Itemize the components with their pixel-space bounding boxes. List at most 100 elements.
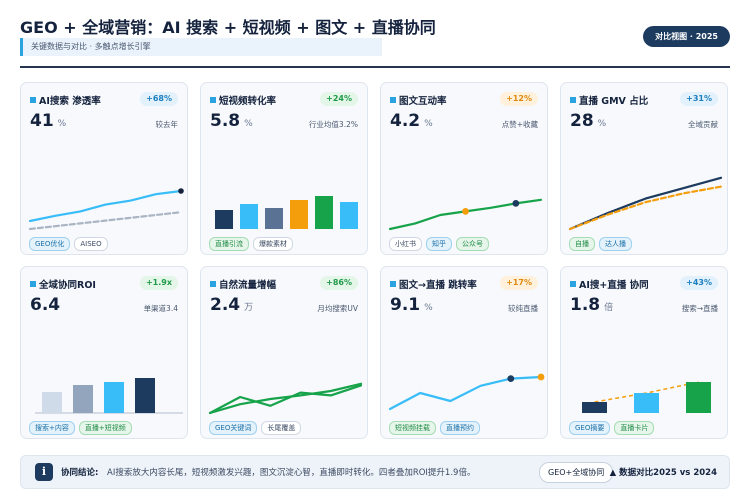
- card-marker: [30, 97, 36, 103]
- card-marker: [210, 281, 216, 287]
- series-line: [28, 211, 183, 231]
- card-value: 6.4: [30, 295, 64, 315]
- page-header: GEO + 全域营销：AI 搜索 + 短视频 + 图文 + 直播协同 关键数据与…: [20, 14, 732, 66]
- tag-chip[interactable]: 小红书: [389, 237, 422, 251]
- tag-chip[interactable]: 直播卡片: [614, 421, 655, 435]
- card-title: 短视频转化率: [219, 96, 277, 107]
- card-value: 4.2%: [390, 111, 433, 131]
- card-marker: [390, 97, 396, 103]
- end-point: [178, 188, 184, 194]
- card-marker: [30, 281, 36, 287]
- tag-row: GEO优化 AISEO: [29, 231, 112, 251]
- tag-row: 直播引流 爆款素材: [209, 231, 297, 251]
- metric-card[interactable]: 短视频转化率 +24% 5.8% 行业均值3.2% 直播引流 爆款素材: [200, 82, 368, 255]
- tag-chip[interactable]: 自播: [569, 237, 595, 251]
- tag-chip[interactable]: 直播+短视频: [78, 421, 132, 435]
- bar: [290, 200, 308, 229]
- mini-chart: [35, 378, 183, 414]
- bar: [582, 402, 607, 413]
- conclusion-bar: i 协同结论: AI搜索放大内容长尾，短视频激发兴趣，图文沉淀心智，直播即时转化…: [20, 455, 730, 489]
- card-note: 较去年: [155, 120, 179, 129]
- card-note: 较纯直播: [508, 304, 538, 313]
- tag-chip[interactable]: 长尾覆盖: [261, 421, 302, 435]
- tag-chip[interactable]: 直播引流: [209, 237, 249, 251]
- tag-row: 短视频挂载 直播预约: [389, 415, 484, 435]
- tag-row: GEO摘要 直播卡片: [569, 415, 658, 435]
- tag-chip[interactable]: 搜索+内容: [29, 421, 75, 435]
- series-line: [208, 384, 363, 415]
- tag-chip[interactable]: AISEO: [74, 237, 108, 251]
- card-value: 28%: [570, 111, 606, 131]
- data-point: [512, 200, 520, 207]
- series-line: [388, 375, 543, 411]
- value-number: 28: [570, 111, 594, 131]
- tag-chip[interactable]: 爆款素材: [253, 237, 293, 251]
- delta-badge: +17%: [500, 276, 538, 290]
- card-marker: [570, 281, 576, 287]
- card-value: 2.4 万: [210, 295, 253, 315]
- tag-chip[interactable]: 达人播: [599, 237, 632, 251]
- delta-badge: +31%: [680, 92, 718, 106]
- value-number: 6.4: [30, 295, 61, 315]
- value-number: 4.2: [390, 111, 421, 131]
- data-point: [507, 375, 515, 382]
- tag-chip[interactable]: 直播预约: [440, 421, 480, 435]
- card-title: AI搜索 渗透率: [39, 96, 101, 107]
- delta-badge: +1.9x: [139, 276, 178, 290]
- tag-chip[interactable]: 公众号: [456, 237, 489, 251]
- bar: [73, 385, 93, 413]
- bar: [42, 392, 62, 413]
- metric-card[interactable]: 直播 GMV 占比 +31% 28% 全域贡献 自播 达人播: [560, 82, 728, 255]
- bar: [340, 202, 358, 229]
- bar: [104, 382, 124, 413]
- page-title: GEO + 全域营销：AI 搜索 + 短视频 + 图文 + 直播协同: [20, 18, 436, 37]
- value-unit: %: [57, 119, 67, 129]
- series-line: [568, 185, 723, 231]
- value-number: 2.4: [210, 295, 241, 315]
- tag-chip[interactable]: 短视频挂载: [389, 421, 436, 435]
- value-number: 5.8: [210, 111, 241, 131]
- card-title: 全域协同ROI: [39, 280, 96, 291]
- card-title: 自然流量增幅: [219, 280, 277, 291]
- mini-chart: [568, 176, 723, 231]
- card-note: 行业均值3.2%: [308, 120, 358, 129]
- value-unit: %: [244, 119, 253, 129]
- card-marker: [390, 281, 396, 287]
- header-divider: [20, 66, 730, 68]
- metric-card[interactable]: 全域协同ROI +1.9x 6.4 单渠道3.4 搜索+内容 直播+短视频: [20, 266, 188, 439]
- series-line: [208, 382, 363, 415]
- metric-card[interactable]: AI搜索 渗透率 +68% 41% 较去年 GEO优化 AISEO: [20, 82, 188, 255]
- value-unit: %: [597, 119, 607, 129]
- mini-chart: [388, 198, 543, 231]
- metric-card[interactable]: 自然流量增幅 +86% 2.4 万 月均搜索UV GEO关键词 长尾覆盖: [200, 266, 368, 439]
- mini-chart: [208, 382, 363, 415]
- tag-chip[interactable]: 知乎: [426, 237, 452, 251]
- mini-chart: [582, 381, 711, 413]
- tag-chip[interactable]: GEO关键词: [209, 421, 258, 435]
- tag-chip[interactable]: GEO优化: [29, 237, 71, 251]
- data-point: [462, 208, 469, 215]
- mini-chart: [28, 188, 184, 231]
- value-unit: 倍: [604, 303, 614, 313]
- bar: [686, 382, 711, 413]
- bar: [315, 196, 333, 229]
- value-number: 1.8: [570, 295, 601, 315]
- bar: [135, 378, 155, 413]
- delta-badge: +12%: [500, 92, 538, 106]
- synergy-pill[interactable]: GEO+全域协同: [539, 462, 614, 483]
- metric-card[interactable]: 图文→直播 跳转率 +17% 9.1% 较纯直播 短视频挂载 直播预约: [380, 266, 548, 439]
- card-note: 月均搜索UV: [317, 304, 358, 313]
- view-badge[interactable]: 对比视图 · 2025: [643, 26, 730, 47]
- metric-card[interactable]: AI搜+直播 协同 +43% 1.8 倍 搜索→直播 GEO摘要 直播卡片: [560, 266, 728, 439]
- card-value: 41%: [30, 111, 66, 131]
- tag-chip[interactable]: GEO摘要: [569, 421, 611, 435]
- delta-badge: +68%: [140, 92, 178, 106]
- value-number: 41: [30, 111, 54, 131]
- value-unit: 万: [244, 303, 254, 313]
- conclusion-text: AI搜索放大内容长尾，短视频激发兴趣，图文沉淀心智，直播即时转化。四者叠加ROI…: [107, 468, 476, 478]
- subtitle-bar: 关键数据与对比 · 多触点增长引擎: [20, 38, 382, 56]
- card-value: 5.8%: [210, 111, 253, 131]
- conclusion-label: 协同结论:: [61, 468, 99, 478]
- card-note: 单渠道3.4: [143, 304, 178, 313]
- metric-card[interactable]: 图文互动率 +12% 4.2% 点赞+收藏 小红书 知乎 公众号: [380, 82, 548, 255]
